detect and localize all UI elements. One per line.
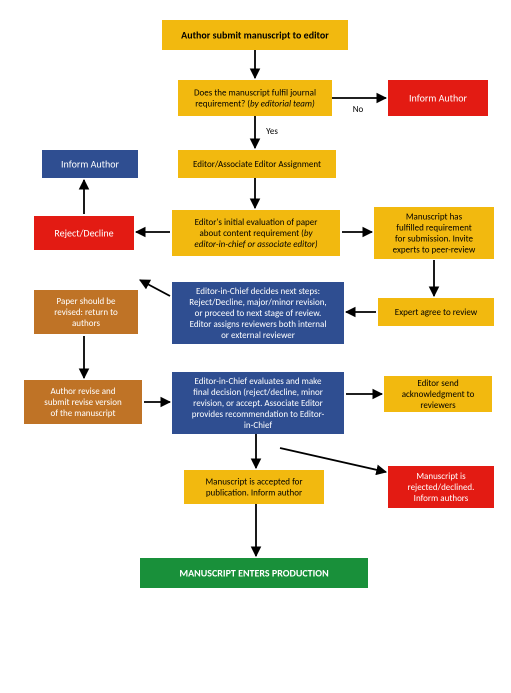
node-text: Paper should be [57,296,116,307]
flow-node-reject: Reject/Decline [34,216,134,250]
flow-node-inform_right: Inform Author [388,80,488,116]
flow-node-accepted: Manuscript is accepted forpublication. I… [184,470,324,504]
node-text: in-Chief [244,420,273,431]
flow-edge [280,448,386,472]
edge-label: No [353,104,364,115]
node-text: Editor/Associate Editor Assignment [193,159,321,170]
node-text: fulfilled requirement [396,223,472,234]
node-text: requirement? (by editorial team) [195,99,315,110]
node-text: Inform Author [61,157,119,170]
node-text: experts to peer-review [393,245,476,256]
node-text: reviewers [420,400,456,411]
node-text: Reject/Decline, major/minor revision, [189,297,326,308]
node-text: Editor send [417,378,459,389]
flow-node-ack: Editor sendacknowledgment toreviewers [384,376,492,412]
node-text: about content requirement (by [200,228,314,239]
node-text: rejected/declined. [408,482,475,493]
node-text: MANUSCRIPT ENTERS PRODUCTION [179,566,328,579]
node-text: Editor assigns reviewers both internal [190,319,327,330]
node-text: Manuscript is [416,471,466,482]
node-text: Inform Author [409,91,467,104]
flow-node-fulfilled: Manuscript hasfulfilled requirementfor s… [374,207,494,259]
node-text: Reject/Decline [54,226,113,239]
node-text: final decision (reject/decline, minor [193,387,323,398]
node-text: of the manuscript [51,408,116,419]
node-text: Author revise and [51,386,116,397]
flow-node-submit: Author submit manuscript to editor [162,20,348,50]
node-text: revised: return to [54,307,118,318]
flow-edge [140,280,170,296]
node-text: submit revise version [44,397,122,408]
flow-node-revise_paper: Paper should berevised: return toauthors [34,290,138,334]
flow-node-author_revise: Author revise andsubmit revise versionof… [24,380,142,424]
flow-node-eic_next: Editor-in-Chief decides next steps:Rejec… [172,282,344,344]
node-text: Editor-in-Chief decides next steps: [196,286,320,297]
flow-node-assign: Editor/Associate Editor Assignment [178,150,336,178]
node-text: or external reviewer [221,330,295,341]
edge-label: Yes [266,126,278,137]
node-text: revision, or accept. Associate Editor [193,398,323,409]
node-text: publication. Inform author [206,488,302,499]
node-text: editor-in-chief or associate editor) [194,239,317,250]
node-text: provides recommendation to Editor- [192,409,325,420]
node-text: Does the manuscript fulfil journal [194,88,316,99]
node-text: Expert agree to review [395,307,478,318]
node-text: Author submit manuscript to editor [181,28,329,41]
flow-node-fulfil: Does the manuscript fulfil journalrequir… [178,80,332,116]
node-text: for submission. Invite [395,234,473,245]
node-text: acknowledgment to [402,389,475,400]
node-text: Manuscript is accepted for [205,477,302,488]
node-text: Editor-in-Chief evaluates and make [195,376,322,387]
node-text: Manuscript has [406,212,463,223]
node-text: authors [72,318,101,329]
flow-node-rejected_final: Manuscript isrejected/declined.Inform au… [388,466,494,508]
node-text: or proceed to next stage of review. [195,308,322,319]
node-text: Editor's initial evaluation of paper [195,217,318,228]
node-text: Inform authors [414,493,469,504]
flow-node-initial_eval: Editor's initial evaluation of paperabou… [172,210,340,256]
flow-node-expert_agree: Expert agree to review [378,298,494,326]
flow-node-eic_final: Editor-in-Chief evaluates and makefinal … [172,372,344,434]
flow-node-production: MANUSCRIPT ENTERS PRODUCTION [140,558,368,588]
flow-node-inform_left: Inform Author [42,150,138,178]
